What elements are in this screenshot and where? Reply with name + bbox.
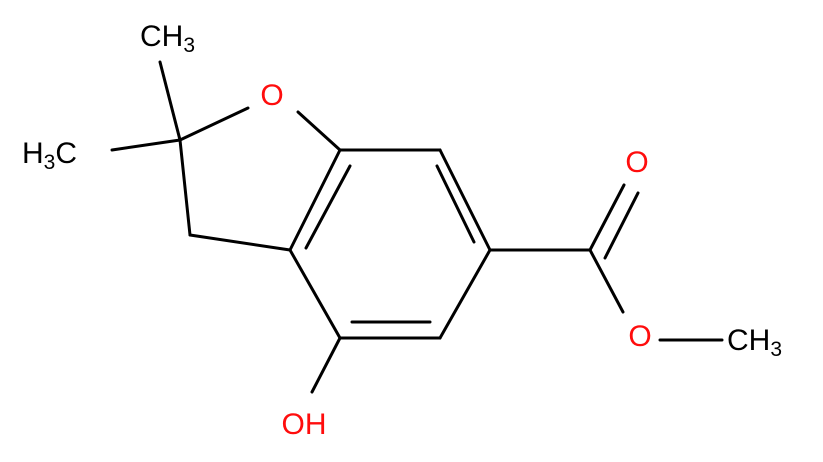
oxygen-label: O <box>625 146 648 179</box>
atom-sub: 3 <box>770 338 782 361</box>
methyl-label: H3C <box>22 137 77 174</box>
methyl-label: CH3 <box>140 20 195 57</box>
oxygen-label: O <box>628 320 651 353</box>
atom-text: C <box>55 137 77 170</box>
atom-sub: 3 <box>183 34 195 57</box>
atom-text: CH <box>140 20 183 53</box>
oxygen-label: O <box>260 79 283 112</box>
atom-text: CH <box>727 324 770 357</box>
hydroxyl-label: OH <box>282 408 327 441</box>
atom-text: H <box>22 137 44 170</box>
methyl-label: CH3 <box>727 324 782 361</box>
bonds <box>110 60 724 394</box>
atom-sub: 3 <box>44 151 56 174</box>
